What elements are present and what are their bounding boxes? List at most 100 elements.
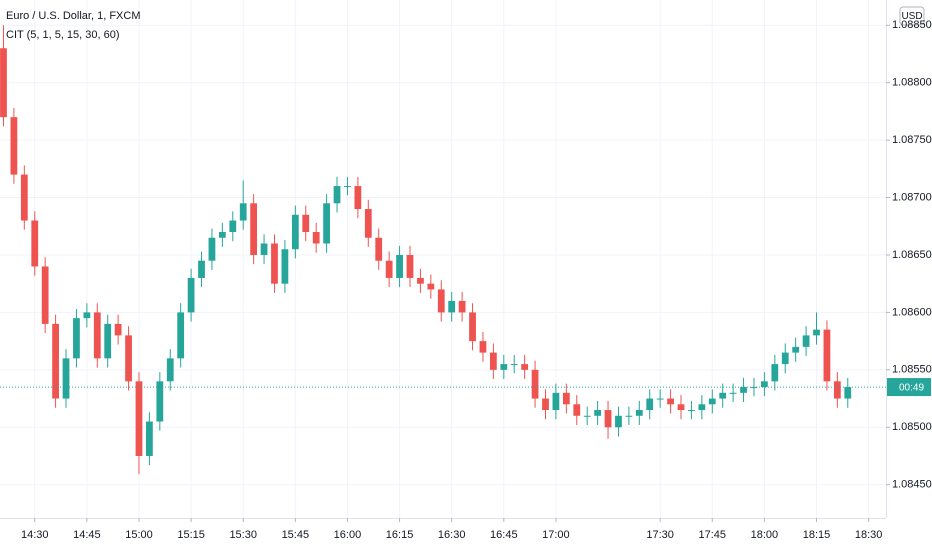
candle-body (291, 214, 299, 250)
candle-body (656, 398, 664, 400)
y-tick-label: 1.08850 (892, 19, 932, 31)
candle-body (177, 312, 185, 359)
candle-body (677, 404, 685, 411)
candle-body (93, 312, 101, 359)
y-tick-label: 1.08450 (892, 479, 932, 491)
candle-body (448, 300, 456, 313)
x-tick-label: 15:30 (229, 529, 257, 541)
x-tick-label: 16:30 (438, 529, 466, 541)
x-tick-label: 15:45 (282, 529, 310, 541)
candle-body (20, 174, 28, 221)
candle-body (31, 220, 39, 267)
candle-body (635, 410, 643, 416)
candle-body (229, 220, 237, 233)
candle-body (198, 260, 205, 278)
candle-body (427, 283, 435, 290)
candle-body (375, 237, 383, 261)
candle-body (344, 186, 351, 188)
x-tick-label: 14:30 (21, 529, 49, 541)
currency-label[interactable]: USD (901, 11, 922, 22)
candle-body (625, 415, 633, 417)
candle-body (104, 323, 112, 359)
x-tick-label: 14:45 (73, 529, 101, 541)
candle-body (833, 381, 841, 399)
candle-body (792, 346, 800, 353)
candle-body (406, 254, 414, 278)
candle-body (354, 186, 362, 210)
candle-body (667, 398, 674, 405)
x-tick-label: 16:15 (386, 529, 414, 541)
chart-title: Euro / U.S. Dollar, 1, FXCM (6, 10, 140, 22)
candle-body (52, 323, 59, 399)
candle-body (844, 387, 852, 399)
x-tick-label: 15:00 (125, 529, 153, 541)
y-tick-label: 1.08700 (892, 191, 932, 203)
y-tick-label: 1.08550 (892, 364, 932, 376)
candle-body (500, 364, 508, 370)
candle-body (552, 392, 560, 411)
candle-body (302, 214, 310, 233)
candle-body (521, 364, 529, 370)
candle-body (135, 381, 143, 456)
candle-body (823, 329, 831, 382)
candle-body (250, 203, 258, 255)
countdown-label: 00:49 (899, 383, 924, 394)
candle-body (166, 358, 174, 382)
candle-body (604, 410, 612, 428)
candle-body (813, 329, 820, 336)
candle-body (396, 254, 403, 278)
candle-body (761, 381, 768, 388)
candle-body (281, 249, 289, 284)
candle-body (510, 364, 518, 366)
x-tick-label: 18:15 (803, 529, 831, 541)
candle-body (83, 312, 91, 319)
x-tick-label: 16:45 (490, 529, 518, 541)
candle-body (646, 398, 654, 411)
candle-body (323, 203, 330, 244)
candle-body (260, 243, 268, 255)
candle-body (218, 232, 226, 238)
x-tick-label: 17:30 (646, 529, 674, 541)
candle-body (594, 410, 602, 416)
candle-body (385, 260, 393, 278)
candle-body (573, 404, 581, 416)
x-tick-label: 16:00 (334, 529, 362, 541)
candle-body (771, 364, 779, 382)
candle-body (615, 415, 622, 428)
candle-body (729, 392, 737, 394)
candle-body (364, 209, 372, 238)
candle-body (417, 277, 424, 284)
candle-body (469, 312, 476, 342)
candle-body (0, 48, 7, 118)
candle-body (562, 392, 570, 405)
candle-body (781, 352, 789, 365)
candle-body (187, 277, 195, 313)
candle-body (489, 352, 497, 370)
candle-body (208, 237, 216, 261)
candle-body (740, 387, 747, 393)
candle-body (62, 358, 70, 399)
candle-body (10, 117, 18, 175)
candle-body (531, 369, 539, 399)
candle-body (156, 381, 164, 422)
x-tick-label: 18:30 (855, 529, 883, 541)
candle-body (73, 318, 80, 359)
candle-body (239, 203, 247, 221)
candle-body (479, 341, 487, 353)
y-tick-label: 1.08800 (892, 77, 932, 89)
currency-button[interactable] (899, 6, 925, 26)
candle-body (719, 392, 727, 399)
candle-body (698, 404, 706, 411)
candle-body (312, 232, 320, 244)
candle-body (583, 415, 591, 417)
countdown-badge (887, 378, 931, 397)
candle-body (708, 398, 716, 405)
y-tick-label: 1.08750 (892, 134, 932, 146)
candle-body (458, 300, 466, 313)
candles (0, 25, 852, 475)
x-tick-label: 18:00 (751, 529, 779, 541)
candle-body (542, 398, 549, 411)
candle-body (125, 335, 132, 382)
